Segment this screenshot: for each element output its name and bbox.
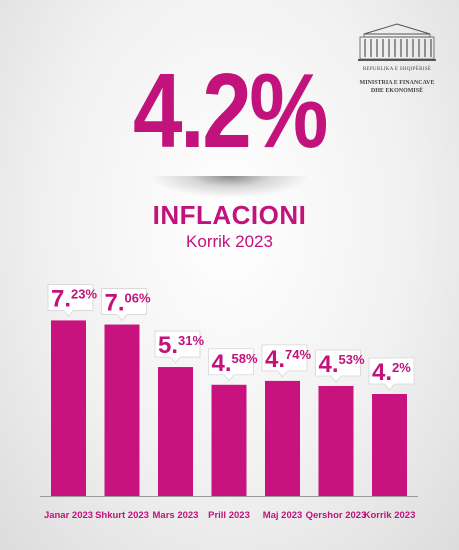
value-callout-3 [154, 330, 201, 364]
value-callout-4 [208, 348, 254, 382]
value-label-3: 5.31% [158, 332, 204, 359]
value-callout-6 [315, 349, 361, 383]
ministry-logo: REPUBLIKA E SHQIPËRISË MINISTRIA E FINAN… [352, 18, 442, 98]
logo-text-economy: DHE EKONOMISË [370, 88, 424, 94]
bar-1 [51, 320, 86, 496]
ministry-building-icon [358, 23, 436, 61]
page-title: INFLACIONI [152, 200, 307, 230]
x-tick-label-6: Qershor 2023 [306, 510, 367, 521]
value-label-1: 7.23% [51, 285, 97, 312]
value-label-4: 4.58% [212, 350, 258, 377]
bar-3 [158, 367, 193, 496]
bar-2 [104, 324, 140, 496]
page-subtitle: Korrik 2023 [186, 232, 273, 251]
x-tick-label-2: Shkurt 2023 [95, 510, 149, 521]
value-callout-5 [261, 344, 308, 378]
value-label-7: 4.2% [372, 359, 411, 386]
headline-inflation-rate: 4.2% [133, 52, 328, 170]
logo-text-republic: REPUBLIKA E SHQIPËRISË [362, 67, 432, 72]
bar-6 [318, 385, 354, 496]
bar-7 [372, 394, 407, 496]
x-tick-label-7: Korrik 2023 [364, 510, 416, 521]
value-callout-1 [47, 284, 94, 318]
x-tick-label-3: Mars 2023 [153, 510, 199, 521]
value-label-6: 4.53% [319, 351, 365, 378]
x-tick-label-1: Janar 2023 [44, 510, 93, 521]
inflation-bar-chart: 7.23% Janar 2023 7.06% Shkurt 2023 5.31% Mars… [40, 284, 418, 521]
bar-4 [211, 384, 247, 496]
x-tick-label-5: Maj 2023 [263, 510, 303, 521]
bar-5 [265, 380, 300, 496]
value-callout-7 [368, 357, 415, 391]
x-tick-label-4: Prill 2023 [208, 510, 250, 521]
headline-shadow [150, 176, 310, 198]
value-label-2: 7.06% [105, 290, 151, 317]
value-callout-2 [101, 288, 147, 322]
logo-text-ministry: MINISTRIA E FINANCAVE [359, 80, 435, 86]
value-label-5: 4.74% [265, 346, 311, 373]
